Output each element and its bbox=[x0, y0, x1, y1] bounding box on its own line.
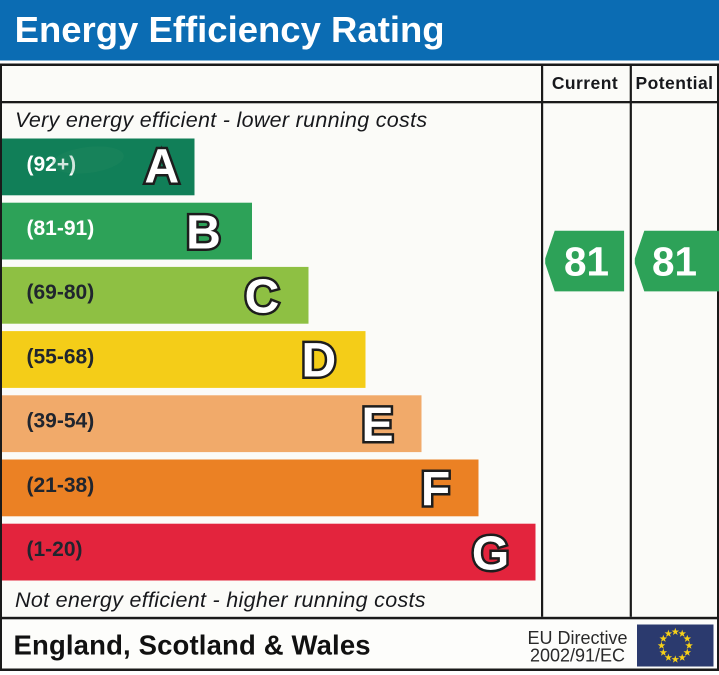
svg-text:A: A bbox=[144, 141, 179, 194]
svg-text:81: 81 bbox=[652, 238, 697, 284]
svg-text:(39-54): (39-54) bbox=[27, 410, 95, 433]
svg-text:Not energy efficient - higher: Not energy efficient - higher running co… bbox=[15, 588, 426, 612]
svg-text:Energy Efficiency Rating: Energy Efficiency Rating bbox=[15, 9, 445, 50]
svg-text:D: D bbox=[301, 335, 336, 388]
svg-text:(81-91): (81-91) bbox=[27, 217, 95, 240]
svg-text:(55-68): (55-68) bbox=[27, 345, 95, 368]
svg-text:(1-20): (1-20) bbox=[27, 538, 83, 561]
svg-text:(92+): (92+) bbox=[27, 153, 77, 176]
svg-text:Very energy efficient - lower: Very energy efficient - lower running co… bbox=[15, 108, 427, 132]
svg-text:Current: Current bbox=[552, 73, 618, 93]
svg-text:E: E bbox=[361, 399, 393, 452]
svg-text:F: F bbox=[421, 463, 450, 516]
svg-text:(21-38): (21-38) bbox=[27, 474, 95, 497]
svg-text:(69-80): (69-80) bbox=[27, 281, 95, 304]
svg-text:Potential: Potential bbox=[636, 73, 714, 93]
svg-text:2002/91/EC: 2002/91/EC bbox=[530, 646, 625, 666]
svg-text:C: C bbox=[245, 271, 280, 324]
svg-text:EU Directive: EU Directive bbox=[527, 628, 627, 648]
svg-text:81: 81 bbox=[564, 238, 609, 284]
svg-text:England, Scotland & Wales: England, Scotland & Wales bbox=[14, 629, 371, 660]
svg-text:B: B bbox=[186, 206, 221, 259]
svg-text:G: G bbox=[472, 527, 509, 580]
